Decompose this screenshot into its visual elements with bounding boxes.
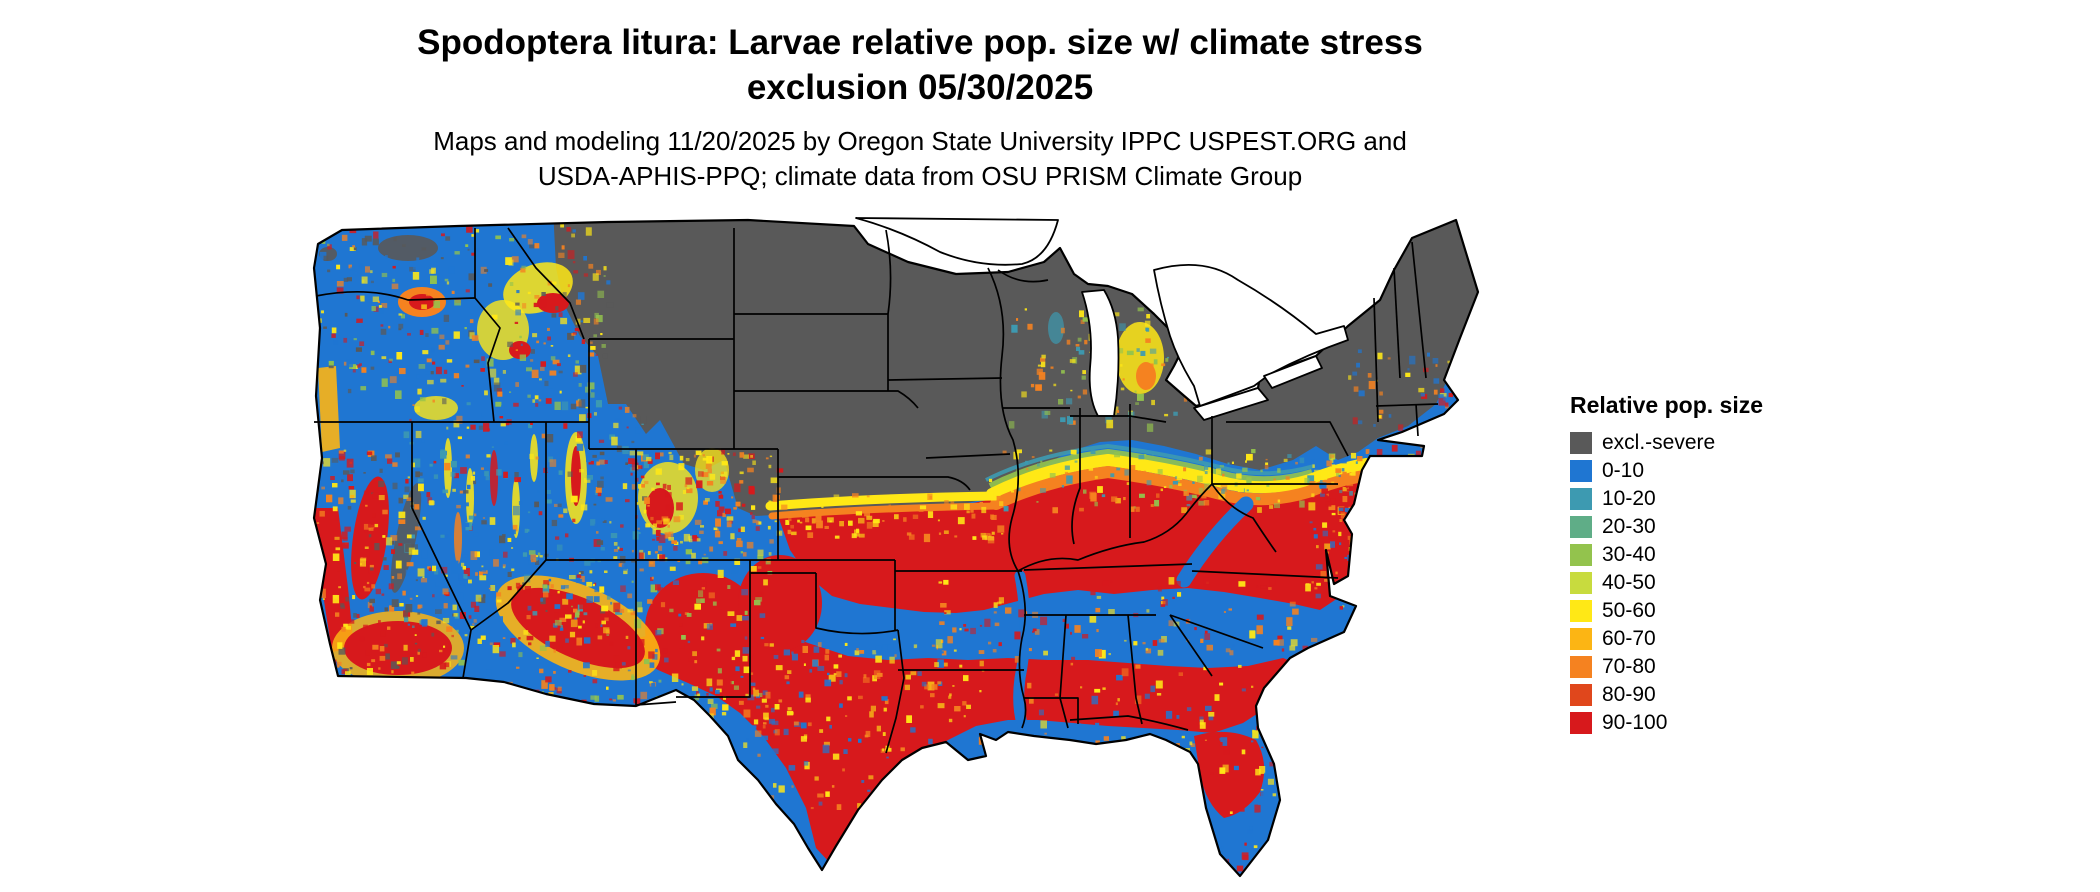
legend-label: 40-50 (1602, 571, 1656, 594)
legend-label: 50-60 (1602, 599, 1656, 622)
us-distribution-map (308, 208, 1528, 884)
legend-item: 20-30 (1570, 515, 1763, 539)
florida-red-blob (1194, 731, 1265, 818)
legend-title: Relative pop. size (1570, 392, 1764, 418)
page-subtitle-line2: USDA-APHIS-PPQ; climate data from OSU PR… (537, 161, 1303, 191)
legend-label: 60-70 (1602, 627, 1656, 650)
legend-item: 30-40 (1570, 543, 1763, 567)
green-bay-teal-blob (1048, 312, 1064, 344)
lake-ontario (1263, 355, 1323, 389)
page-title-line1: Spodoptera litura: Larvae relative pop. … (417, 23, 1423, 62)
legend-item: 70-80 (1570, 655, 1763, 679)
raster-layers (314, 220, 1478, 876)
oregon-coast-orange-strip (318, 366, 340, 452)
legend-item: excl.-severe (1570, 431, 1763, 455)
legend-item: 0-10 (1570, 459, 1763, 483)
legend-item: 40-50 (1570, 571, 1763, 595)
montana-red-blob (537, 293, 569, 313)
legend-item: 60-70 (1570, 627, 1763, 651)
michigan-orange-blob (1136, 362, 1156, 390)
legend-label: 10-20 (1602, 487, 1656, 510)
new-mexico-red-blob (645, 573, 761, 683)
high-population-band-north (778, 466, 1380, 613)
high-population-band-south (638, 620, 1303, 863)
legend-label: excl.-severe (1602, 431, 1716, 454)
legend-swatch (1570, 460, 1592, 482)
legend-label: 80-90 (1602, 683, 1656, 706)
legend-swatch (1570, 488, 1592, 510)
legend-label: 90-100 (1602, 711, 1668, 734)
legend-swatch (1570, 656, 1592, 678)
yellow-seam-plains (765, 491, 1001, 511)
page-subtitle: Maps and modeling 11/20/2025 by Oregon S… (0, 124, 1840, 194)
north-cascades-gray (378, 235, 438, 261)
wasatch-red-core (571, 446, 581, 506)
legend-swatch (1570, 516, 1592, 538)
legend-swatch (1570, 712, 1592, 734)
california-coast-red-strip (314, 508, 354, 652)
legend-swatch (1570, 544, 1592, 566)
legend-swatch (1570, 684, 1592, 706)
legend-swatch (1570, 628, 1592, 650)
legend-swatch (1570, 572, 1592, 594)
socal-red-blob (344, 621, 452, 675)
washington-red-hotspot (409, 294, 435, 310)
legend-label: 30-40 (1602, 543, 1656, 566)
great-lakes (855, 217, 1349, 421)
central-valley-red (351, 476, 389, 600)
texas-panhandle-red-blob (738, 555, 822, 651)
legend-item: 80-90 (1570, 683, 1763, 707)
legend-label: 20-30 (1602, 515, 1656, 538)
yellow-seam-midwest (986, 453, 1372, 500)
lake-erie (1193, 387, 1269, 421)
us-map-svg (312, 217, 1480, 878)
legend: Relative pop. size excl.-severe 0-10 10-… (1570, 392, 1763, 739)
page-title: Spodoptera litura: Larvae relative pop. … (0, 20, 1840, 110)
blue-mountains-yellow (414, 396, 458, 420)
arizona-red-blob (511, 587, 645, 669)
title-block: Spodoptera litura: Larvae relative pop. … (0, 20, 1840, 194)
legend-swatch (1570, 432, 1592, 454)
teal-seam (985, 443, 1315, 482)
page-title-line2: exclusion 05/30/2025 (746, 68, 1094, 107)
legend-swatch (1570, 600, 1592, 622)
legend-label: 70-80 (1602, 655, 1656, 678)
legend-item: 90-100 (1570, 711, 1763, 735)
lake-superior (855, 217, 1059, 266)
legend-label: 0-10 (1602, 459, 1645, 482)
legend-item: 10-20 (1570, 487, 1763, 511)
green-seam (988, 448, 1313, 489)
state-borders (314, 227, 1439, 754)
lake-huron-and-ontario-canada (1153, 263, 1349, 407)
legend-item: 50-60 (1570, 599, 1763, 623)
page-subtitle-line1: Maps and modeling 11/20/2025 by Oregon S… (433, 126, 1407, 156)
